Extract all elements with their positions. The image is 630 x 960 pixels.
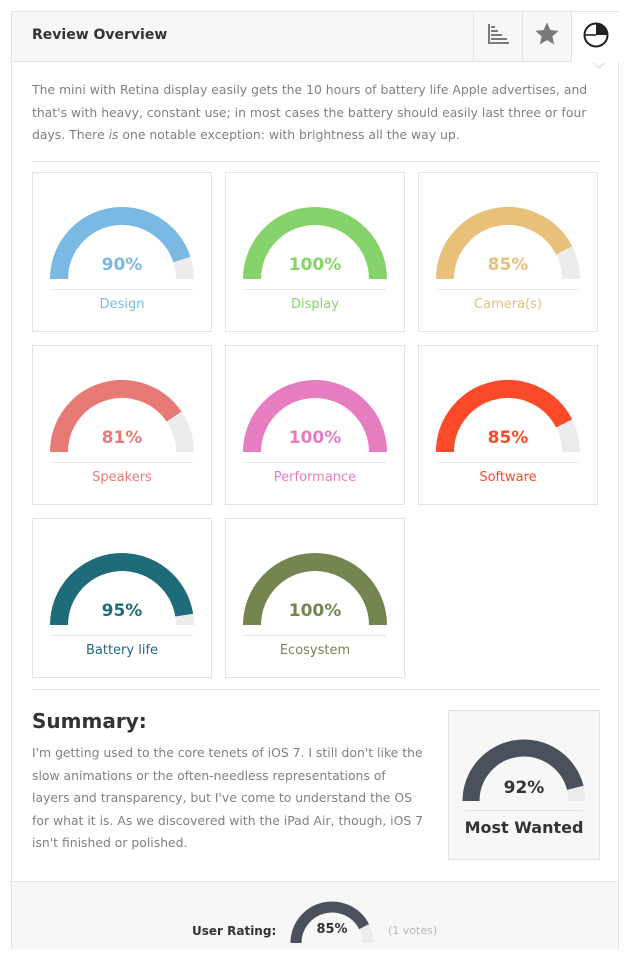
- tab-bar-chart[interactable]: [473, 12, 522, 61]
- rating-card: 100% Ecosystem: [225, 518, 405, 678]
- divider: [32, 689, 600, 690]
- rating-gauge: [50, 380, 194, 453]
- summary-title: Summary:: [32, 709, 147, 733]
- final-score-box: 92% Most Wanted: [448, 710, 600, 860]
- user-rating-votes: (1 votes): [388, 924, 438, 937]
- rating-label: Software: [479, 470, 537, 485]
- divider: [32, 161, 600, 162]
- rating-rule: [244, 635, 386, 636]
- rating-percent: 85%: [487, 255, 529, 275]
- rating-label: Display: [291, 297, 339, 312]
- user-rating-gauge[interactable]: [290, 893, 374, 949]
- rating-gauge: [436, 207, 580, 280]
- star-icon: [533, 20, 561, 53]
- rating-rule: [244, 462, 386, 463]
- review-intro: The mini with Retina display easily gets…: [32, 82, 588, 142]
- rating-gauge: [50, 206, 194, 280]
- rating-label: Design: [99, 297, 145, 312]
- rating-gauge: [243, 553, 387, 626]
- rating-card: 95% Battery life: [32, 518, 212, 678]
- rating-rule: [437, 462, 579, 463]
- rating-rule: [437, 289, 579, 290]
- gauge-fill: [436, 207, 573, 280]
- gauge-fill: [243, 553, 387, 626]
- rating-card: 100% Display: [225, 172, 405, 332]
- tab-pie-chart[interactable]: [571, 12, 619, 69]
- rating-percent: 95%: [101, 601, 143, 621]
- gauge-fill: [243, 207, 387, 280]
- rating-label: Ecosystem: [279, 643, 351, 658]
- pie-chart-icon: [582, 21, 610, 54]
- rating-label: Camera(s): [474, 297, 542, 312]
- rating-label: Speakers: [92, 470, 152, 485]
- rating-label: Battery life: [85, 643, 159, 658]
- final-score-label: Most Wanted: [464, 818, 584, 837]
- bar-chart-icon: [486, 22, 510, 51]
- rating-percent: 90%: [101, 255, 143, 275]
- rating-card: 85% Software: [418, 345, 598, 505]
- final-score-rule: [465, 810, 583, 811]
- rating-rule: [51, 289, 193, 290]
- rating-gauge: [50, 553, 194, 626]
- rating-card: 81% Speakers: [32, 345, 212, 505]
- gauge-fill: [243, 380, 387, 453]
- final-score-percent: 92%: [503, 778, 545, 798]
- user-rating-percent: 85%: [316, 922, 348, 937]
- active-tab-pointer: [593, 62, 605, 69]
- user-rating-bar: User Rating: 85% (1 votes): [12, 881, 618, 949]
- rating-percent: 100%: [288, 255, 342, 275]
- gauge-fill: [436, 380, 573, 453]
- rating-rule: [244, 289, 386, 290]
- rating-card: 90% Design: [32, 172, 212, 332]
- intro-emphasis: is: [108, 127, 119, 142]
- summary-text: I'm getting used to the core tenets of i…: [32, 745, 424, 850]
- rating-card: 100% Performance: [225, 345, 405, 505]
- rating-percent: 81%: [101, 428, 143, 448]
- rating-card: 85% Camera(s): [418, 172, 598, 332]
- gauge-fill: [50, 380, 182, 453]
- rating-percent: 100%: [288, 428, 342, 448]
- tab-star[interactable]: [522, 12, 571, 61]
- gauge-fill: [50, 553, 194, 626]
- rating-rule: [51, 462, 193, 463]
- rating-gauge: [243, 207, 387, 280]
- user-rating-label: User Rating:: [192, 924, 277, 938]
- final-score-gauge: [462, 739, 586, 802]
- rating-gauge: [436, 380, 580, 453]
- review-box: Review Overview: [11, 11, 619, 949]
- gauge-fill: [50, 206, 191, 280]
- review-title: Review Overview: [32, 27, 168, 43]
- rating-percent: 100%: [288, 601, 342, 621]
- rating-gauge: [243, 380, 387, 453]
- rating-rule: [51, 635, 193, 636]
- rating-percent: 85%: [487, 428, 529, 448]
- gauge-fill: [290, 901, 369, 944]
- review-header: Review Overview: [12, 12, 619, 69]
- gauge-fill: [462, 739, 584, 802]
- rating-label: Performance: [273, 470, 357, 485]
